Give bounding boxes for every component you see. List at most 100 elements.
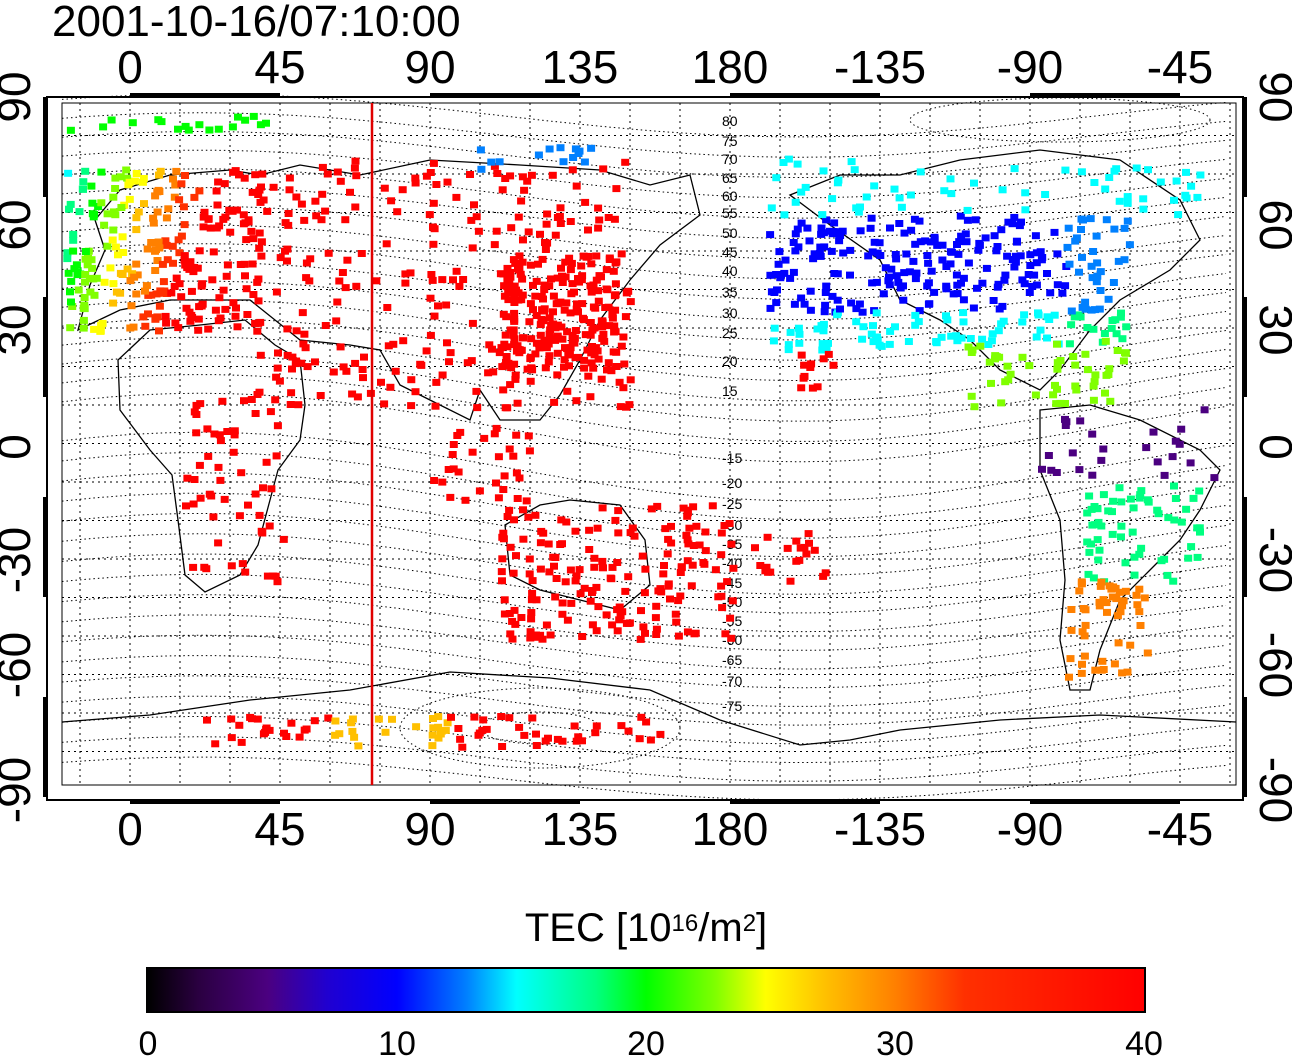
tec-sample bbox=[170, 193, 179, 201]
tec-sample bbox=[1128, 528, 1137, 536]
tec-sample bbox=[195, 187, 204, 195]
colorbar-tick: 0 bbox=[138, 1025, 158, 1063]
tec-sample bbox=[90, 291, 99, 299]
contour-label: 70 bbox=[722, 151, 738, 167]
tec-sample bbox=[312, 212, 321, 220]
tec-sample bbox=[558, 599, 567, 607]
tec-sample bbox=[610, 322, 619, 330]
tec-sample bbox=[923, 252, 932, 259]
tec-sample bbox=[906, 191, 915, 199]
tec-world-map: 8075706560555045403530252015-15-20-25-30… bbox=[0, 41, 1292, 855]
tec-sample bbox=[586, 393, 595, 401]
tec-sample bbox=[540, 286, 549, 294]
tec-sample bbox=[636, 635, 645, 643]
tec-sample bbox=[805, 237, 814, 245]
tec-sample bbox=[512, 469, 521, 477]
tec-sample bbox=[602, 611, 611, 619]
tec-sample bbox=[885, 340, 894, 348]
tec-sample bbox=[389, 340, 398, 348]
tec-sample bbox=[586, 331, 595, 339]
tec-sample bbox=[192, 429, 201, 437]
tec-sample bbox=[292, 357, 301, 365]
tec-sample bbox=[181, 172, 189, 179]
tec-sample bbox=[391, 367, 400, 375]
tec-sample bbox=[495, 349, 504, 357]
tec-sample bbox=[691, 629, 700, 637]
tec-sample bbox=[953, 290, 962, 298]
tec-sample bbox=[407, 376, 416, 384]
tec-sample bbox=[966, 335, 975, 342]
tec-sample bbox=[1089, 325, 1098, 333]
tec-sample bbox=[767, 288, 776, 296]
tec-sample bbox=[438, 371, 447, 379]
colorbar bbox=[146, 967, 1146, 1013]
australia-coast bbox=[504, 499, 651, 611]
contour-label: 35 bbox=[722, 284, 738, 300]
tec-sample bbox=[612, 348, 621, 356]
tec-sample bbox=[541, 239, 549, 246]
tec-sample bbox=[149, 219, 158, 227]
tec-sample bbox=[75, 208, 84, 216]
tec-sample bbox=[593, 524, 602, 532]
tec-sample bbox=[938, 241, 947, 249]
tec-sample bbox=[426, 169, 435, 176]
tec-sample bbox=[272, 288, 281, 296]
tec-sample bbox=[279, 535, 288, 543]
tec-sample bbox=[550, 398, 559, 406]
tec-sample bbox=[592, 252, 601, 260]
tec-sample bbox=[1083, 324, 1092, 331]
tec-sample bbox=[565, 254, 574, 262]
tec-sample bbox=[1110, 225, 1119, 233]
tec-sample bbox=[1052, 400, 1061, 408]
tec-sample bbox=[213, 201, 222, 209]
tec-sample bbox=[625, 401, 634, 409]
tec-sample bbox=[79, 178, 88, 186]
tec-sample bbox=[63, 255, 72, 263]
tec-sample bbox=[532, 596, 541, 604]
tec-sample bbox=[967, 392, 976, 400]
tec-sample bbox=[902, 250, 911, 258]
tec-sample bbox=[1061, 400, 1069, 407]
tec-sample bbox=[580, 584, 589, 592]
tec-sample bbox=[1051, 381, 1059, 389]
tec-sample bbox=[294, 401, 303, 409]
tec-sample bbox=[726, 614, 735, 622]
tec-sample bbox=[190, 408, 199, 416]
tec-sample bbox=[537, 527, 546, 535]
tec-sample bbox=[536, 230, 544, 238]
tec-sample bbox=[942, 263, 951, 270]
tec-sample bbox=[212, 224, 221, 232]
tec-sample bbox=[528, 366, 537, 374]
tec-sample bbox=[793, 160, 802, 168]
tec-sample bbox=[836, 305, 844, 313]
tec-sample bbox=[336, 177, 345, 185]
tec-sample bbox=[946, 260, 955, 268]
tec-sample bbox=[1195, 524, 1204, 532]
contour-label: 45 bbox=[722, 244, 738, 260]
tec-sample bbox=[527, 335, 536, 343]
tec-sample bbox=[610, 215, 619, 223]
tec-sample bbox=[942, 282, 951, 290]
tec-sample bbox=[975, 241, 984, 249]
tec-sample bbox=[1101, 389, 1109, 397]
tec-sample bbox=[953, 241, 961, 248]
tec-sample bbox=[1003, 252, 1012, 260]
tec-sample bbox=[297, 200, 306, 208]
tec-sample bbox=[914, 318, 923, 326]
tec-sample bbox=[152, 239, 160, 247]
tec-sample bbox=[797, 351, 806, 359]
tec-sample bbox=[528, 577, 537, 585]
tec-sample bbox=[125, 178, 134, 186]
tec-sample bbox=[498, 743, 507, 750]
tec-sample bbox=[822, 345, 831, 353]
tec-sample bbox=[316, 392, 325, 399]
tec-sample bbox=[520, 186, 529, 194]
tec-sample bbox=[870, 238, 879, 246]
tec-sample bbox=[506, 269, 514, 276]
tec-sample bbox=[249, 235, 258, 243]
tec-sample bbox=[454, 725, 463, 732]
tec-sample bbox=[281, 247, 289, 255]
latitude-tick-label: -30 bbox=[0, 527, 40, 593]
tec-sample bbox=[568, 280, 577, 288]
tec-sample bbox=[614, 529, 623, 537]
